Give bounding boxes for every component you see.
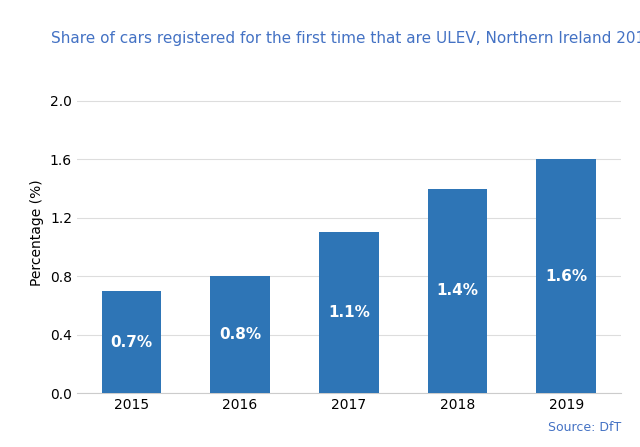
Text: Source: DfT: Source: DfT [548,421,621,434]
Bar [210,276,270,393]
Text: 1.1%: 1.1% [328,305,370,320]
Text: 1.4%: 1.4% [436,283,479,299]
Text: 0.7%: 0.7% [110,335,152,350]
Bar [102,291,161,393]
Bar [319,232,379,393]
Text: 0.8%: 0.8% [219,327,261,342]
Text: 1.6%: 1.6% [545,269,588,284]
Text: Share of cars registered for the first time that are ULEV, Northern Ireland 2015: Share of cars registered for the first t… [51,31,640,46]
Y-axis label: Percentage (%): Percentage (%) [30,179,44,286]
Bar [428,189,488,393]
Bar [536,159,596,393]
